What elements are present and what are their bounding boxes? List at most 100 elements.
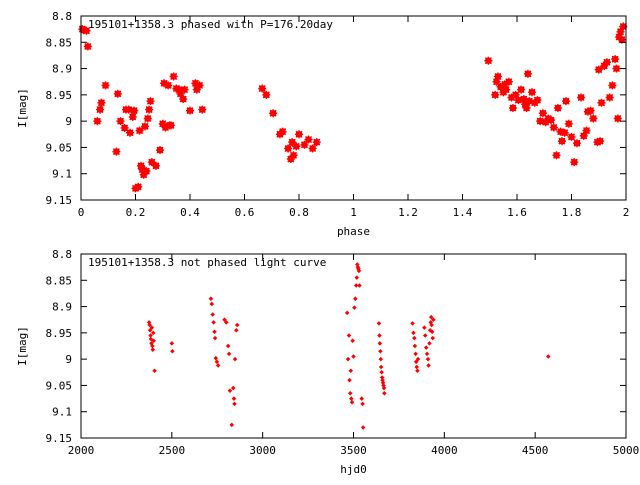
- phased-data-point: [139, 170, 148, 179]
- phased-data-point: [522, 104, 531, 112]
- phased-data-point: [493, 72, 502, 81]
- phased-data-point: [308, 144, 317, 153]
- phased-data-point: [484, 56, 493, 65]
- not-phased-data-point: [215, 363, 221, 368]
- phased-x-tick-label: 0.2: [126, 206, 146, 219]
- phased-data-point: [130, 106, 139, 115]
- phased-y-tick-label: 8.8: [52, 10, 72, 23]
- not-phased-x-tick-label: 2000: [68, 444, 95, 457]
- not-phased-data-point: [353, 296, 358, 301]
- phased-y-tick-label: 8.95: [46, 89, 73, 102]
- not-phased-x-tick-label: 4000: [431, 444, 458, 457]
- not-phased-x-tick-label: 5000: [613, 444, 640, 457]
- phased-data-point: [192, 85, 201, 94]
- phased-data-point: [527, 88, 536, 97]
- phased-data-point: [514, 96, 523, 105]
- phased-data-point: [96, 105, 105, 114]
- not-phased-y-tick-label: 8.8: [52, 248, 72, 261]
- phased-y-tick-label: 8.9: [52, 63, 72, 76]
- not-phased-data-point: [224, 320, 229, 325]
- phased-data-point: [312, 138, 321, 147]
- not-phased-data-point: [234, 327, 239, 333]
- not-phased-data-point: [229, 422, 235, 428]
- phased-data-point: [611, 55, 620, 64]
- not-phased-plot-title: 195101+1358.3 not phased light curve: [88, 256, 326, 269]
- phased-data-point: [124, 105, 133, 114]
- phased-y-tick-label: 9: [65, 115, 72, 128]
- phased-data-point: [97, 98, 106, 107]
- not-phased-data-point: [225, 343, 231, 349]
- phased-data-point: [146, 97, 155, 106]
- not-phased-x-tick-label: 3500: [340, 444, 367, 457]
- phased-data-point: [549, 123, 558, 132]
- not-phased-data-point: [234, 322, 240, 328]
- not-phased-data-point: [208, 296, 214, 301]
- not-phased-data-point: [226, 351, 232, 357]
- phased-data-point: [562, 97, 571, 106]
- phased-data-point: [180, 85, 189, 94]
- phased-light-curve-panel: 0 0.2 0.4 0.6 0.8 1 1.2 1.4 1.6 1.8 2 8.8 8.85 8.9 8.9…: [16, 10, 629, 238]
- phased-data-point: [605, 93, 614, 102]
- phased-data-point: [258, 84, 267, 93]
- phased-data-point: [82, 26, 91, 35]
- not-phased-data-point: [378, 348, 383, 354]
- not-phased-y-tick-label: 9.05: [46, 379, 73, 392]
- not-phased-data-point: [209, 301, 215, 307]
- phased-x-tick-label: 0.4: [180, 206, 200, 219]
- not-phased-data-point: [353, 283, 359, 288]
- phased-data-point: [511, 90, 520, 99]
- phased-data-point: [579, 131, 588, 140]
- phased-data-point: [278, 127, 287, 136]
- phased-data-point: [557, 137, 566, 146]
- phased-data-point: [147, 158, 156, 167]
- not-phased-data-point: [427, 341, 432, 346]
- phased-axis-ticks: 0 0.2 0.4 0.6 0.8 1 1.2 1.4 1.6 1.8 2 8.8 8.85 8.9 8.9…: [46, 10, 630, 219]
- phased-y-tick-label: 9.15: [46, 194, 73, 207]
- phased-data-point: [504, 77, 513, 86]
- phased-data-point: [158, 119, 167, 128]
- phased-data-point: [502, 85, 511, 94]
- not-phased-y-tick-label: 9: [65, 353, 72, 366]
- phased-data-point: [507, 93, 516, 102]
- phased-data-point: [582, 126, 591, 135]
- not-phased-data-point: [429, 329, 435, 335]
- phased-data-point: [116, 117, 125, 126]
- not-phased-data-point: [412, 343, 418, 349]
- not-phased-data-point: [429, 322, 434, 328]
- phased-data-point: [138, 165, 147, 174]
- not-phased-data-point: [213, 355, 219, 361]
- phased-data-point: [541, 118, 550, 127]
- not-phased-data-point: [148, 333, 153, 338]
- not-phased-data-point: [344, 310, 350, 316]
- not-phased-data-point: [354, 275, 360, 280]
- not-phased-data-point: [170, 348, 175, 354]
- not-phased-data-point: [413, 351, 418, 357]
- not-phased-data-point: [150, 343, 155, 349]
- phased-data-point: [500, 80, 509, 89]
- not-phased-data-point: [414, 364, 419, 370]
- phased-data-point: [134, 182, 143, 191]
- phased-data-point: [83, 42, 92, 51]
- not-phased-data-point: [545, 354, 551, 359]
- not-phased-data-point: [376, 321, 382, 326]
- not-phased-light-curve-panel: 2000 2500 3000 3500 4000 4500 5000 8.8 8.85 8.9 8.…: [16, 248, 639, 476]
- not-phased-data-point: [415, 356, 421, 362]
- not-phased-data-point: [426, 363, 431, 368]
- not-phased-data-point: [212, 329, 217, 335]
- phased-plot-frame: [80, 15, 627, 201]
- not-phased-y-tick-label: 8.85: [46, 274, 73, 287]
- not-phased-data-point: [348, 368, 354, 373]
- phased-data-point: [284, 144, 293, 153]
- phased-data-point: [564, 119, 573, 128]
- phased-data-point: [136, 161, 145, 170]
- phased-data-points: [78, 22, 628, 193]
- not-phased-data-point: [360, 425, 366, 430]
- phased-x-tick-label: 1.8: [562, 206, 582, 219]
- not-phased-data-point: [350, 338, 355, 344]
- phased-data-point: [101, 81, 110, 90]
- not-phased-data-point: [349, 399, 355, 405]
- phased-data-point: [156, 146, 165, 155]
- phased-data-point: [300, 140, 309, 149]
- not-phased-data-point: [381, 385, 387, 391]
- phased-data-point: [491, 90, 500, 99]
